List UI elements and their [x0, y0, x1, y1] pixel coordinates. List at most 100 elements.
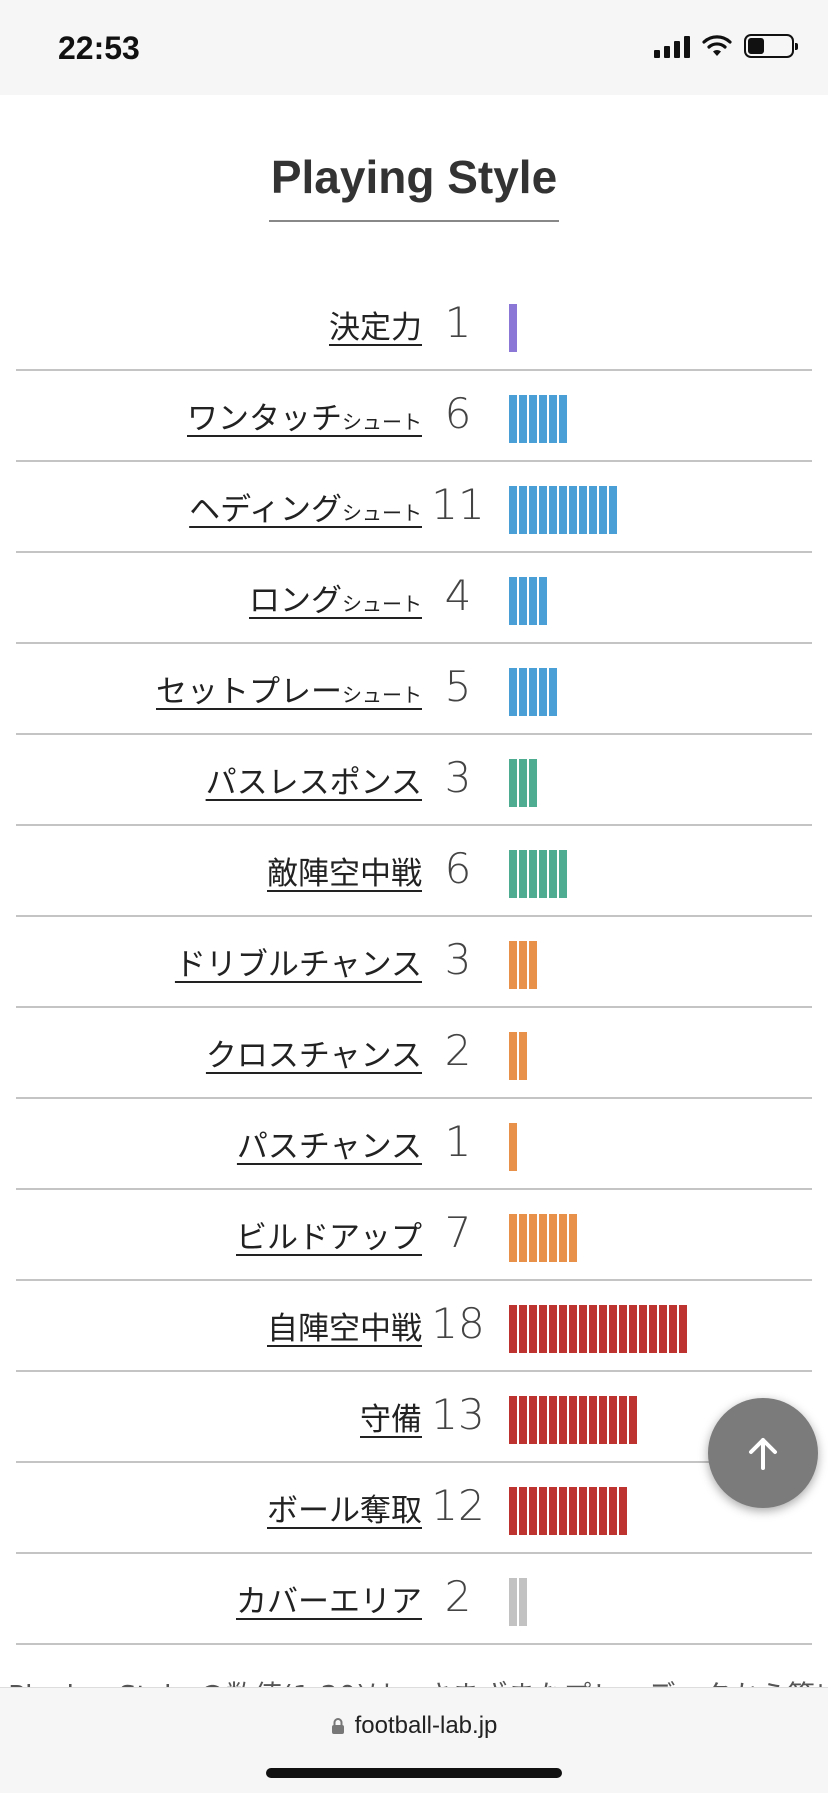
bar-segment [589, 1487, 597, 1535]
bar-segment [539, 1214, 547, 1262]
bar-segment [519, 486, 527, 534]
address-bar[interactable]: football-lab.jp [0, 1712, 828, 1740]
bar-segment [509, 1123, 517, 1171]
bar-segment [609, 1487, 617, 1535]
style-label-link[interactable]: セットプレーシュート [156, 666, 422, 711]
style-label-suffix: シュート [342, 501, 422, 525]
bar-segment [529, 1487, 537, 1535]
bar-segment [589, 1305, 597, 1353]
bar-segment [669, 1305, 677, 1353]
bar-segment [659, 1305, 667, 1353]
style-row: カバーエリア 2 [16, 1554, 812, 1645]
style-label-link[interactable]: ビルドアップ [236, 1212, 422, 1257]
bar-segment [539, 1487, 547, 1535]
style-bar [509, 486, 619, 534]
style-bar [509, 1214, 579, 1262]
bar-segment [529, 850, 537, 898]
bar-segment [569, 1214, 577, 1262]
style-label-text: 守備 [360, 1402, 422, 1438]
style-label-link[interactable]: ワンタッチシュート [187, 393, 422, 438]
bar-segment [519, 1487, 527, 1535]
style-row: ヘディングシュート 11 [16, 462, 812, 553]
bar-segment [549, 395, 557, 443]
style-bar [509, 577, 549, 625]
style-row: 敵陣空中戦 6 [16, 826, 812, 917]
style-value: 1 [444, 298, 472, 347]
style-bar [509, 304, 519, 352]
bar-segment [609, 486, 617, 534]
style-bar [509, 668, 559, 716]
bar-segment [529, 486, 537, 534]
bar-segment [579, 1305, 587, 1353]
arrow-up-icon [749, 1438, 777, 1470]
scroll-top-button[interactable] [708, 1398, 818, 1508]
style-value: 12 [431, 1481, 485, 1530]
bar-segment [549, 1396, 557, 1444]
status-bar: 22:53 [0, 0, 828, 95]
style-value: 3 [444, 753, 472, 802]
style-label-link[interactable]: クロスチャンス [206, 1030, 422, 1075]
style-label-link[interactable]: 敵陣空中戦 [267, 848, 422, 893]
bar-segment [559, 1396, 567, 1444]
bar-segment [529, 395, 537, 443]
bar-segment [609, 1305, 617, 1353]
style-label-link[interactable]: ボール奪取 [267, 1485, 422, 1530]
style-label-text: カバーエリア [236, 1584, 422, 1620]
bar-segment [509, 577, 517, 625]
style-label-link[interactable]: ヘディングシュート [189, 484, 422, 529]
style-bar [509, 850, 569, 898]
bar-segment [519, 395, 527, 443]
style-label-link[interactable]: カバーエリア [236, 1576, 422, 1621]
cellular-signal-icon [654, 34, 690, 58]
style-bar [509, 1123, 519, 1171]
bar-segment [529, 1305, 537, 1353]
battery-icon [744, 34, 798, 58]
style-row: ドリブルチャンス 3 [16, 917, 812, 1008]
bar-segment [539, 1305, 547, 1353]
bar-segment [599, 1487, 607, 1535]
style-value: 5 [444, 662, 472, 711]
bar-segment [509, 1487, 517, 1535]
style-label-text: パスチャンス [236, 1129, 422, 1165]
style-label-link[interactable]: ドリブルチャンス [175, 939, 422, 984]
style-row: パスレスポンス 3 [16, 735, 812, 826]
bar-segment [509, 1032, 517, 1080]
style-bar [509, 395, 569, 443]
style-label-link[interactable]: パスレスポンス [206, 757, 422, 802]
style-value: 1 [444, 1117, 472, 1166]
style-label-link[interactable]: パスチャンス [237, 1121, 422, 1166]
style-label-link[interactable]: 決定力 [329, 302, 422, 347]
bar-segment [519, 759, 527, 807]
style-label-link[interactable]: 自陣空中戦 [267, 1303, 422, 1348]
style-row: 守備 13 [16, 1372, 812, 1463]
bar-segment [589, 486, 597, 534]
bar-segment [679, 1305, 687, 1353]
style-label-link[interactable]: 守備 [360, 1394, 422, 1439]
bar-segment [529, 1396, 537, 1444]
style-bar [509, 1032, 529, 1080]
home-indicator[interactable] [266, 1768, 562, 1778]
section-header: Playing Style [0, 150, 828, 222]
bar-segment [559, 395, 567, 443]
bar-segment [549, 850, 557, 898]
bar-segment [639, 1305, 647, 1353]
bar-segment [539, 1396, 547, 1444]
style-value: 7 [444, 1208, 472, 1257]
bar-segment [519, 1214, 527, 1262]
style-label-link[interactable]: ロングシュート [249, 575, 422, 620]
bar-segment [529, 759, 537, 807]
style-value: 4 [444, 571, 472, 620]
bar-segment [509, 850, 517, 898]
style-label-text: パスレスポンス [205, 765, 422, 801]
bar-segment [509, 668, 517, 716]
bar-segment [579, 1396, 587, 1444]
bar-segment [589, 1396, 597, 1444]
style-row: パスチャンス 1 [16, 1099, 812, 1190]
bar-segment [579, 1487, 587, 1535]
style-row: ワンタッチシュート 6 [16, 371, 812, 462]
bar-segment [649, 1305, 657, 1353]
style-value: 11 [431, 480, 485, 529]
bar-segment [559, 850, 567, 898]
bar-segment [509, 1214, 517, 1262]
bar-segment [609, 1396, 617, 1444]
